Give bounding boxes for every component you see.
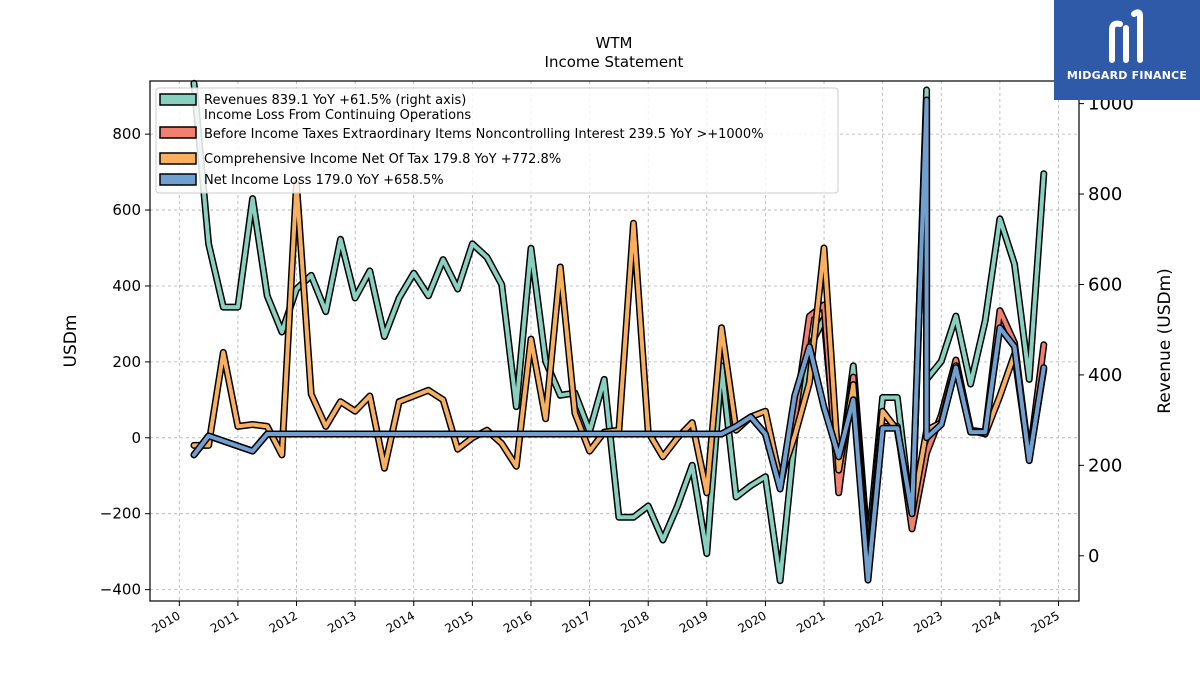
y-tick-label: 800 [112, 125, 141, 143]
legend-label: Revenues 839.1 YoY +61.5% (right axis) [204, 93, 466, 108]
x-tick-label: 2016 [501, 608, 534, 635]
legend-box [155, 87, 839, 194]
x-tick-label: 2014 [384, 608, 417, 635]
x-tick-label: 2017 [560, 608, 593, 635]
legend-swatch [159, 93, 197, 106]
x-tick-label: 2011 [208, 608, 241, 635]
series-lines [190, 79, 1048, 585]
legend-label: Net Income Loss 179.0 YoY +658.5% [204, 173, 444, 188]
y-right-tick-label: 0 [1088, 546, 1099, 567]
legend-swatch [159, 152, 197, 165]
y-tick-label: −400 [100, 581, 141, 599]
brand-name: MIDGARD FINANCE [1066, 69, 1188, 82]
legend-entry-3: Comprehensive Income Net Of Tax 179.8 Yo… [159, 152, 561, 167]
series-line [192, 98, 1046, 583]
y-axis-label: USDm [61, 315, 81, 368]
y-right-tick-label: 200 [1088, 455, 1122, 476]
legend-entry-2: Income Loss From Continuing Operations Be… [159, 108, 764, 142]
y-axis-right-label: Revenue (USDm) [1155, 268, 1175, 414]
y-tick-label: 600 [112, 201, 141, 219]
left-axis: −400 −200 0 200 400 600 800 [100, 125, 150, 599]
y-tick-label: 200 [112, 353, 141, 371]
y-tick-label: 0 [131, 429, 141, 447]
x-tick-label: 2023 [911, 608, 944, 635]
chart-title: WTM [596, 34, 633, 52]
x-tick-label: 2015 [442, 608, 475, 635]
x-tick-label: 2022 [853, 608, 886, 635]
legend-entry-4: Net Income Loss 179.0 YoY +658.5% [159, 173, 444, 188]
x-tick-label: 2021 [794, 608, 827, 635]
x-tick-label: 2010 [149, 608, 182, 635]
legend-label: Comprehensive Income Net Of Tax 179.8 Yo… [204, 152, 561, 167]
legend-swatch [159, 173, 197, 186]
plot-frame [149, 80, 1080, 602]
series-4 [190, 96, 1048, 584]
legend-label: Before Income Taxes Extraordinary Items … [204, 127, 764, 142]
y-right-tick-label: 600 [1088, 274, 1122, 295]
legend-label: Income Loss From Continuing Operations [204, 108, 471, 123]
x-tick-label: 2019 [677, 608, 710, 635]
x-tick-label: 2013 [325, 608, 358, 635]
y-right-tick-label: 400 [1088, 365, 1122, 386]
x-axis: 2010 2011 2012 2013 2014 2015 2016 2017 2018 2019… [149, 601, 1062, 636]
logo-mark-icon [1109, 9, 1143, 63]
midgard-finance-logo: MIDGARD FINANCE [1054, 0, 1200, 100]
x-tick-label: 2018 [618, 608, 651, 635]
y-tick-label: −200 [100, 505, 141, 523]
x-tick-label: 2012 [267, 608, 300, 635]
x-tick-label: 2025 [1029, 608, 1062, 635]
legend: Revenues 839.1 YoY +61.5% (right axis)In… [155, 87, 839, 194]
x-tick-label: 2020 [735, 608, 768, 635]
x-tick-label: 2024 [970, 608, 1003, 635]
y-tick-label: 400 [112, 277, 141, 295]
chart-subtitle: Income Statement [545, 53, 684, 71]
legend-swatch [159, 126, 197, 139]
legend-entry-1: Revenues 839.1 YoY +61.5% (right axis) [159, 93, 466, 108]
y-right-tick-label: 800 [1088, 184, 1122, 205]
